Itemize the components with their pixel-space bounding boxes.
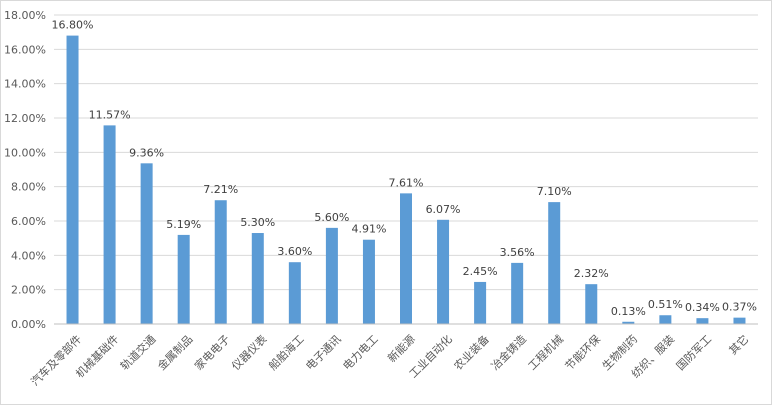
data-label: 0.51% xyxy=(648,298,683,311)
data-label: 3.56% xyxy=(500,246,535,259)
bar xyxy=(140,163,153,324)
bar xyxy=(400,193,412,324)
x-category-label: 电力电工 xyxy=(340,333,380,373)
x-category-label: 仪器仪表 xyxy=(229,332,270,373)
bar xyxy=(585,284,598,324)
bar xyxy=(548,202,561,324)
data-label: 6.07% xyxy=(426,203,461,216)
y-tick-label: 6.00% xyxy=(11,215,46,228)
bar xyxy=(696,318,709,324)
bar xyxy=(511,262,524,324)
data-label: 16.80% xyxy=(52,19,94,32)
x-category-label: 船舶海工 xyxy=(266,332,307,373)
data-label: 0.34% xyxy=(685,301,720,314)
y-tick-label: 18.00% xyxy=(4,9,46,22)
x-category-label: 家电电子 xyxy=(192,332,233,373)
data-label: 3.60% xyxy=(277,245,312,258)
data-label: 2.45% xyxy=(463,265,498,278)
x-category-label: 新能源 xyxy=(385,332,418,365)
x-category-label: 节能环保 xyxy=(562,332,603,373)
x-category-label: 汽车及零部件 xyxy=(28,332,85,389)
bar xyxy=(325,227,338,324)
bar xyxy=(214,200,227,324)
bar xyxy=(659,315,672,324)
x-category-label: 工程机械 xyxy=(525,332,566,373)
bar xyxy=(733,317,746,324)
bar xyxy=(103,125,116,324)
y-tick-label: 0.00% xyxy=(11,318,46,331)
bar xyxy=(622,321,635,324)
bar xyxy=(177,234,190,324)
y-tick-label: 12.00% xyxy=(4,112,46,125)
data-labels: 16.80% 11.57% 9.36% 5.19% 7.21% 5.30% 3.60% 5.6… xyxy=(52,19,757,318)
gridlines xyxy=(54,14,758,291)
x-category-label: 金属制品 xyxy=(154,332,195,373)
bar xyxy=(251,233,264,324)
data-label: 2.32% xyxy=(574,267,609,280)
data-label: 7.61% xyxy=(389,176,424,189)
data-label: 7.10% xyxy=(537,185,572,198)
data-label: 9.36% xyxy=(129,146,164,159)
bar xyxy=(66,35,79,324)
bar xyxy=(437,219,450,324)
data-label: 4.91% xyxy=(351,223,386,236)
bar xyxy=(362,239,375,324)
x-category-label: 冶金铸造 xyxy=(488,332,529,373)
x-category-label: 其它 xyxy=(726,332,751,357)
data-label: 5.30% xyxy=(240,216,275,229)
x-category-label: 农业装备 xyxy=(451,332,492,373)
y-tick-label: 4.00% xyxy=(11,249,46,262)
x-category-label: 轨道交通 xyxy=(117,332,158,373)
data-label: 0.13% xyxy=(611,305,646,318)
data-label: 5.60% xyxy=(314,211,349,224)
y-tick-label: 8.00% xyxy=(11,181,46,194)
y-tick-label: 2.00% xyxy=(11,284,46,297)
y-tick-label: 10.00% xyxy=(4,146,46,159)
data-label: 11.57% xyxy=(89,108,131,121)
y-tick-label: 14.00% xyxy=(4,78,46,91)
x-category-label: 国防军工 xyxy=(673,332,714,373)
bar xyxy=(474,281,487,324)
bar xyxy=(288,262,301,324)
x-category-label: 电子通讯 xyxy=(303,333,343,373)
data-label: 5.19% xyxy=(166,218,201,231)
x-axis-categories: 汽车及零部件机械基础件轨道交通金属制品家电电子仪器仪表船舶海工电子通讯电力电工新… xyxy=(28,332,752,389)
bars xyxy=(66,35,746,324)
y-axis-ticks: 0.00% 2.00% 4.00% 6.00% 8.00% 10.00% 12.00% 14.… xyxy=(4,9,46,331)
data-label: 0.37% xyxy=(722,301,757,314)
data-label: 7.21% xyxy=(203,183,238,196)
y-tick-label: 16.00% xyxy=(4,43,46,56)
